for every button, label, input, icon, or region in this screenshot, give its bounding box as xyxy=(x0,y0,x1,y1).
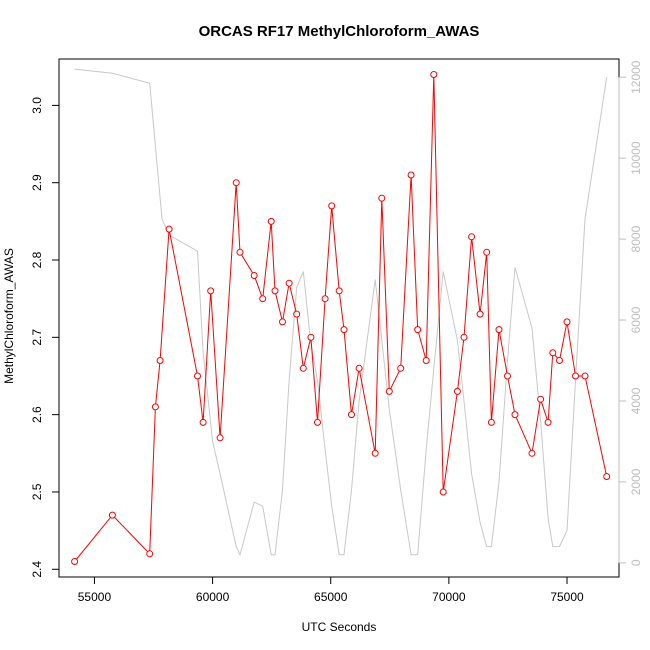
y2-tick-label: 6000 xyxy=(629,306,643,333)
chart-title: ORCAS RF17 MethylChloroform_AWAS xyxy=(199,23,480,40)
data-point xyxy=(108,511,116,519)
data-point xyxy=(146,550,154,558)
data-point xyxy=(371,449,379,457)
data-point xyxy=(340,326,348,334)
data-point xyxy=(581,372,589,380)
data-point xyxy=(460,333,468,341)
data-point xyxy=(430,71,438,78)
data-point xyxy=(487,418,495,426)
x-tick-label: 60000 xyxy=(196,590,230,604)
data-point xyxy=(314,418,321,426)
data-point xyxy=(285,279,293,287)
data-point xyxy=(259,295,267,303)
data-point xyxy=(250,272,258,279)
data-point xyxy=(422,357,430,364)
data-point xyxy=(321,295,329,303)
data-point xyxy=(328,202,336,210)
data-point xyxy=(355,364,363,372)
data-point xyxy=(511,411,519,419)
data-point xyxy=(279,318,286,326)
y2-tick-label: 10000 xyxy=(629,141,643,175)
y2-tick-label: 0 xyxy=(629,559,643,566)
y2-axis: 0 2000 4000 6000 8000 10000 12000 xyxy=(618,60,643,566)
data-point xyxy=(537,395,545,403)
y-axis: 2.4 2.5 2.6 2.7 2.8 2.9 3.0 xyxy=(30,97,60,578)
data-point xyxy=(439,488,447,496)
data-point xyxy=(468,233,476,241)
data-point xyxy=(151,403,159,411)
y-tick-label: 3.0 xyxy=(30,97,44,114)
y-axis-label: MethylChloroform_AWAS xyxy=(2,248,16,384)
y-tick-label: 2.4 xyxy=(30,561,44,578)
data-point xyxy=(549,349,557,357)
y-tick-label: 2.5 xyxy=(30,483,44,500)
data-point xyxy=(216,434,224,442)
data-point xyxy=(397,364,405,372)
data-point xyxy=(299,364,307,372)
data-point xyxy=(476,310,484,318)
x-axis-label: UTC Seconds xyxy=(302,620,377,634)
data-point xyxy=(271,287,279,295)
y2-tick-label: 8000 xyxy=(629,225,643,252)
data-point xyxy=(199,418,207,426)
x-tick-label: 75000 xyxy=(550,590,584,604)
data-point xyxy=(267,217,275,225)
data-point xyxy=(194,372,201,380)
y2-tick-label: 4000 xyxy=(629,387,643,414)
y-tick-label: 2.6 xyxy=(30,406,44,423)
data-point xyxy=(414,326,422,334)
data-point xyxy=(495,326,503,334)
x-tick-label: 70000 xyxy=(432,590,466,604)
data-point xyxy=(335,287,343,295)
y2-tick-label: 2000 xyxy=(629,468,643,495)
data-point xyxy=(378,194,386,202)
data-point xyxy=(232,179,240,187)
y-tick-label: 2.7 xyxy=(30,329,44,346)
data-point xyxy=(544,418,552,426)
data-point xyxy=(407,171,415,179)
data-point xyxy=(385,387,393,395)
data-point xyxy=(603,473,611,480)
data-point xyxy=(348,411,355,419)
x-tick-label: 55000 xyxy=(78,590,112,604)
y2-tick-label: 12000 xyxy=(629,60,643,94)
data-point xyxy=(483,248,491,256)
data-point xyxy=(572,372,579,380)
data-point xyxy=(563,318,571,326)
data-point xyxy=(71,558,79,565)
y-tick-label: 2.8 xyxy=(30,251,44,268)
data-point xyxy=(528,449,536,457)
data-point xyxy=(556,357,563,364)
plot-area xyxy=(71,68,611,565)
data-point xyxy=(165,225,173,233)
series-line-secondary xyxy=(74,68,608,557)
data-point xyxy=(156,357,164,364)
data-point xyxy=(504,372,511,380)
x-axis: 55000 60000 65000 70000 75000 xyxy=(78,576,584,604)
data-point xyxy=(307,333,315,341)
data-point xyxy=(236,248,244,256)
data-point xyxy=(207,287,215,295)
x-tick-label: 65000 xyxy=(314,590,348,604)
y-tick-label: 2.9 xyxy=(30,174,44,191)
data-point xyxy=(293,310,301,318)
data-point xyxy=(453,387,461,395)
